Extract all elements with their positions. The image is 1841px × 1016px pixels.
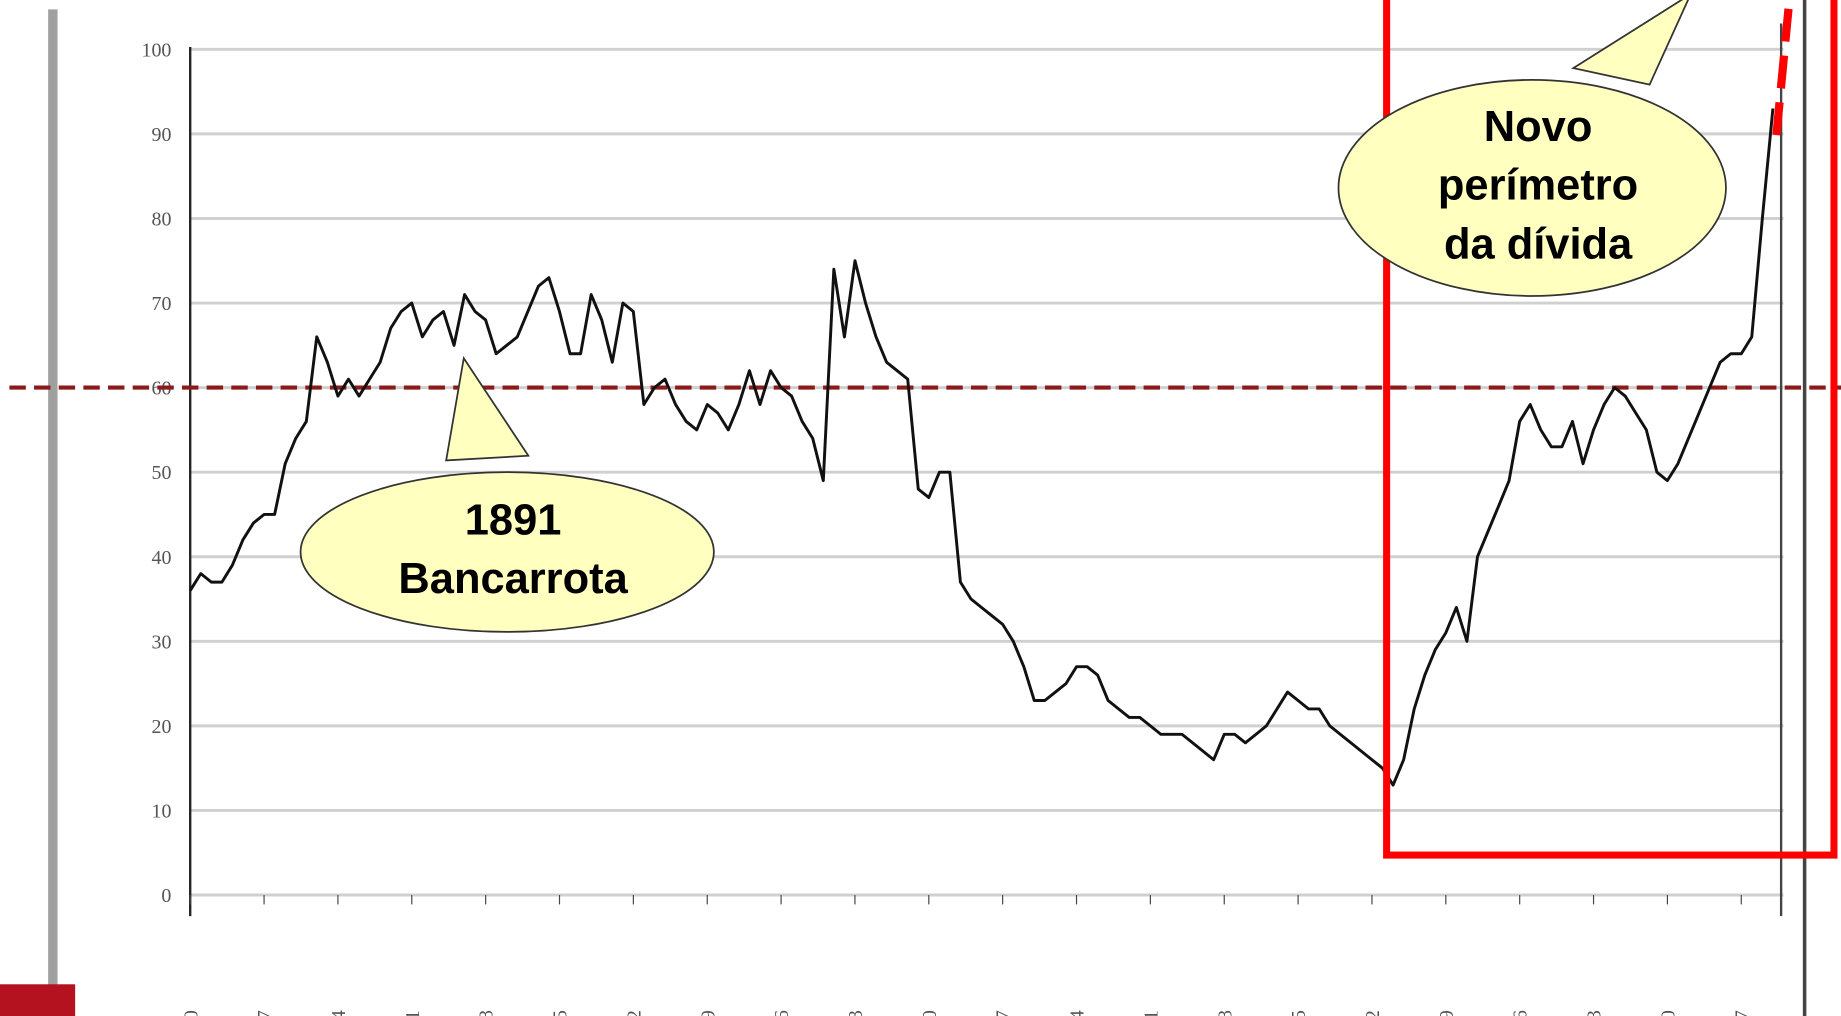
x-tick-label: 1895	[550, 1010, 572, 1016]
x-tick-label: 2007	[1731, 1010, 1753, 1016]
x-tick-label: 2000	[1657, 1010, 1679, 1016]
y-tick-label: 100	[141, 39, 171, 61]
x-tick-label: 1965	[1288, 1010, 1310, 1016]
left-bar	[48, 9, 58, 1016]
x-tick-label: 1951	[1140, 1010, 1162, 1016]
callout-text: Bancarrota	[398, 555, 628, 603]
callout-text: Novo	[1484, 103, 1593, 151]
callout-pointer	[1571, 0, 1690, 86]
x-tick-label: 1972	[1362, 1010, 1384, 1016]
y-tick-label: 30	[151, 631, 171, 653]
highlight-box	[1383, 0, 1838, 859]
callout-text: perímetro	[1438, 162, 1638, 210]
x-tick-label: 1874	[328, 1010, 350, 1016]
line	[188, 108, 1775, 787]
projection-line	[1772, 0, 1794, 136]
y-tick-label: 80	[151, 209, 171, 231]
callout-text: 1891	[465, 496, 562, 544]
x-tick-label: 1888	[476, 1010, 498, 1016]
x-tick-label: 1958	[1214, 1010, 1236, 1016]
x-tick-label: 1909	[697, 1010, 719, 1016]
callout-pointer	[445, 355, 530, 462]
y-tick-label: 90	[151, 124, 171, 146]
x-tick-label: 1860	[180, 1010, 202, 1016]
x-tick-label: 1867	[254, 1010, 276, 1016]
y-tick-label: 0	[161, 885, 171, 907]
x-tick-label: 1923	[845, 1010, 867, 1016]
y-tick-label: 40	[151, 547, 171, 569]
x-tick-label: 1944	[1067, 1010, 1089, 1016]
y-tick-label: 70	[151, 293, 171, 315]
x-tick-label: 1979	[1436, 1010, 1458, 1016]
callout-fill	[1340, 82, 1724, 294]
logo	[0, 984, 76, 1016]
x-tick-label: 1937	[993, 1010, 1015, 1016]
callout-fill	[302, 474, 712, 630]
callout-text: da dívida	[1444, 220, 1633, 268]
x-tick-label: 1986	[1510, 1010, 1532, 1016]
y-tick-label: 20	[151, 716, 171, 738]
x-tick-label: 1916	[771, 1010, 793, 1016]
x-tick-label: 1881	[402, 1010, 424, 1016]
x-tick-label: 1993	[1584, 1010, 1606, 1016]
x-tick-label: 1902	[623, 1010, 645, 1016]
y-tick-label: 50	[151, 462, 171, 484]
x-tick-label: 1930	[919, 1010, 941, 1016]
y-tick-label: 10	[151, 800, 171, 822]
